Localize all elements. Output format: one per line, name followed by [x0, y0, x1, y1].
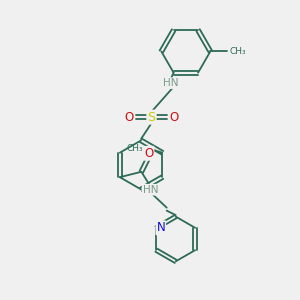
Text: CH₃: CH₃ — [229, 47, 246, 56]
Text: O: O — [144, 147, 153, 160]
Text: O: O — [169, 111, 178, 124]
Text: CH₃: CH₃ — [126, 144, 143, 153]
Text: O: O — [125, 111, 134, 124]
Text: HN: HN — [163, 78, 178, 88]
Text: HN: HN — [142, 185, 158, 195]
Text: S: S — [148, 111, 155, 124]
Text: N: N — [156, 221, 165, 234]
